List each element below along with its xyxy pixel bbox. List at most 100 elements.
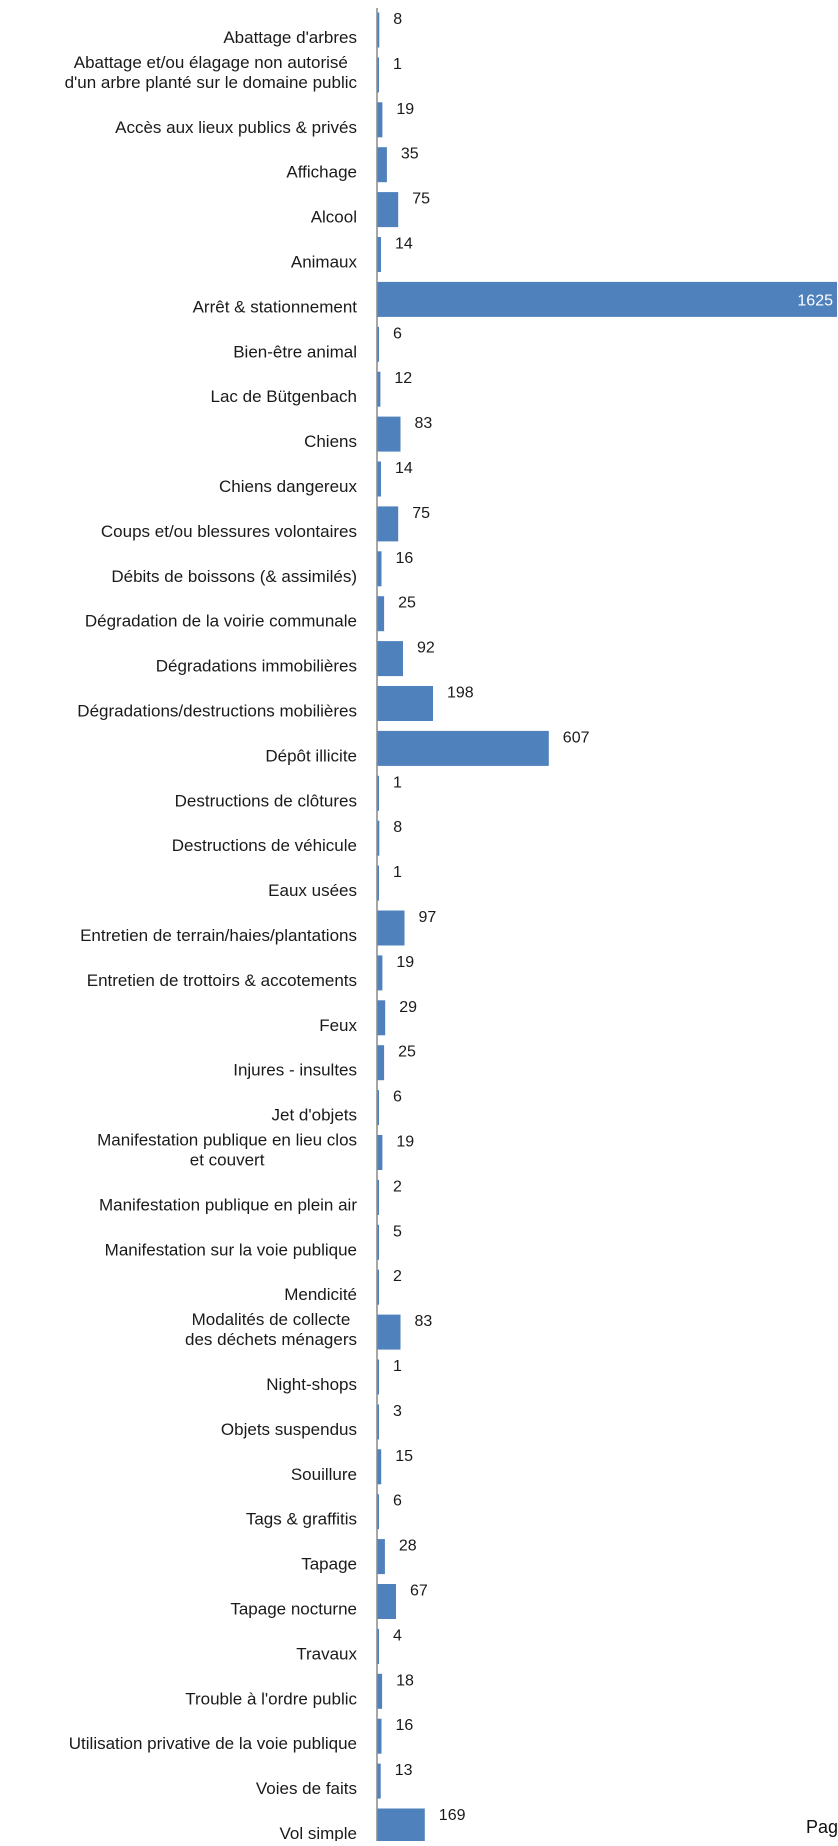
value-label-19: 1: [393, 864, 402, 881]
bar-14: [377, 641, 403, 677]
bar-35: [377, 1584, 396, 1619]
bar-12: [377, 551, 382, 587]
category-label-2: Accès aux lieux publics & privés: [115, 118, 357, 137]
category-label-28: Mendicité: [284, 1285, 357, 1304]
bar-5: [377, 237, 381, 272]
category-label-11: Coups et/ou blessures volontaires: [101, 522, 357, 541]
bar-18: [377, 820, 380, 856]
category-label-24: Jet d'objets: [272, 1106, 357, 1125]
bar-28: [377, 1269, 379, 1305]
value-label-20: 97: [419, 909, 437, 926]
category-label-22: Feux: [319, 1016, 357, 1035]
category-label-33: Tags & graffitis: [246, 1510, 357, 1529]
value-label-23: 25: [398, 1044, 416, 1061]
category-label-9: Chiens: [304, 432, 357, 451]
bar-25: [377, 1135, 383, 1170]
value-label-38: 16: [396, 1717, 414, 1734]
bar-15: [377, 686, 433, 721]
value-label-1: 1: [393, 56, 402, 73]
value-label-18: 8: [393, 819, 402, 836]
category-label-7: Bien-être animal: [233, 342, 357, 361]
category-label-3: Affichage: [286, 163, 357, 182]
bar-11: [377, 506, 399, 542]
value-label-2: 19: [396, 101, 414, 118]
value-label-11: 75: [412, 505, 430, 522]
bar-9: [377, 416, 401, 452]
bar-26: [377, 1179, 379, 1215]
value-label-4: 75: [412, 191, 430, 208]
bar-6: [377, 281, 837, 317]
bar-22: [377, 1000, 386, 1036]
bar-0: [377, 12, 380, 48]
category-label-32: Souillure: [291, 1465, 357, 1484]
bar-33: [377, 1494, 379, 1530]
bar-34: [377, 1539, 385, 1575]
value-label-28: 2: [393, 1268, 402, 1285]
category-label-34: Tapage: [301, 1555, 357, 1574]
value-label-10: 14: [395, 460, 413, 477]
value-label-8: 12: [394, 370, 412, 387]
value-label-36: 4: [393, 1627, 402, 1644]
category-label-14: Dégradations immobilières: [156, 657, 357, 676]
category-label-13: Dégradation de la voirie communale: [85, 612, 357, 631]
category-label-0: Abattage d'arbres: [223, 28, 357, 47]
bar-31: [377, 1404, 379, 1440]
bar-13: [377, 596, 385, 632]
bar-36: [377, 1628, 379, 1664]
category-label-18: Destructions de véhicule: [172, 836, 357, 855]
value-label-21: 19: [396, 954, 414, 971]
value-label-6: 1625: [797, 292, 833, 309]
value-label-33: 6: [393, 1493, 402, 1510]
bar-20: [377, 910, 405, 946]
category-label-16: Dépôt illicite: [265, 746, 357, 765]
category-label-29: Modalités de collecte des déchets ménager…: [185, 1310, 357, 1349]
value-label-34: 28: [399, 1538, 417, 1555]
category-label-10: Chiens dangereux: [219, 477, 357, 496]
category-label-21: Entretien de trottoirs & accotements: [87, 971, 357, 990]
category-label-19: Eaux usées: [268, 881, 357, 900]
bar-16: [377, 730, 549, 766]
value-label-16: 607: [563, 729, 590, 746]
category-label-31: Objets suspendus: [221, 1420, 357, 1439]
category-label-15: Dégradations/destructions mobilières: [77, 702, 357, 721]
value-label-39: 13: [395, 1762, 413, 1779]
category-label-6: Arrêt & stationnement: [193, 297, 358, 316]
category-label-36: Travaux: [296, 1644, 357, 1663]
category-label-30: Night-shops: [266, 1375, 357, 1394]
bars-layer: [377, 12, 837, 1844]
category-label-1: Abattage et/ou élagage non autorisé d'un …: [65, 53, 358, 92]
value-label-14: 92: [417, 640, 435, 657]
bar-3: [377, 147, 387, 183]
category-label-4: Alcool: [311, 208, 357, 227]
value-labels-layer: 8119357514162561283147516259219860718197…: [393, 11, 833, 1824]
bar-4: [377, 192, 399, 228]
bar-19: [377, 865, 379, 901]
bar-27: [377, 1224, 379, 1260]
category-labels-layer: Abattage d'arbres Abattage et/ou élagage …: [65, 28, 358, 1843]
value-label-9: 83: [415, 415, 433, 432]
value-label-30: 1: [393, 1358, 402, 1375]
value-label-15: 198: [447, 685, 474, 702]
bar-29: [377, 1314, 401, 1350]
value-label-3: 35: [401, 146, 419, 163]
bar-7: [377, 326, 379, 362]
value-label-0: 8: [393, 11, 402, 28]
bar-32: [377, 1449, 382, 1485]
category-label-20: Entretien de terrain/haies/plantations: [80, 926, 357, 945]
bar-21: [377, 955, 383, 991]
bar-37: [377, 1673, 383, 1709]
bar-8: [377, 371, 381, 407]
category-label-23: Injures - insultes: [233, 1061, 357, 1080]
value-label-13: 25: [398, 595, 416, 612]
bar-10: [377, 461, 381, 497]
value-label-32: 15: [395, 1448, 413, 1465]
bar-23: [377, 1045, 385, 1081]
category-label-37: Trouble à l'ordre public: [185, 1689, 357, 1708]
bar-2: [377, 102, 383, 138]
category-label-5: Animaux: [291, 253, 358, 272]
bar-38: [377, 1718, 382, 1754]
page-footer-text: Pag: [806, 1817, 838, 1837]
value-label-25: 19: [396, 1134, 414, 1151]
category-label-25: Manifestation publique en lieu clos et co…: [97, 1131, 357, 1170]
